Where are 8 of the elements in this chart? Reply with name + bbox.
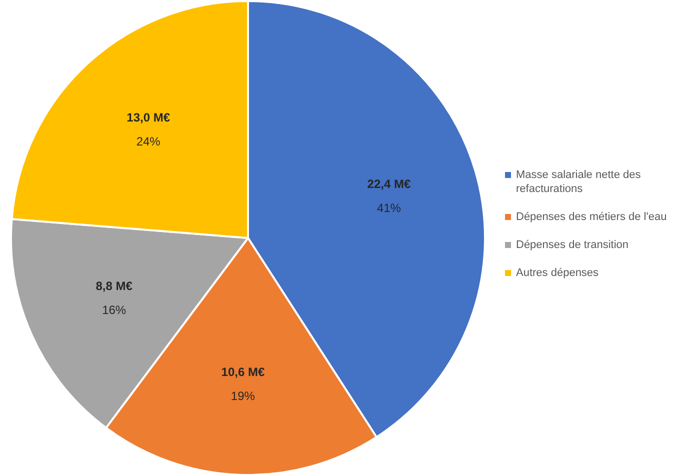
data-label: 10,6 M€ 19% (221, 365, 265, 404)
legend-label: Autres dépenses (516, 266, 599, 280)
data-label: 8,8 M€ 16% (96, 278, 133, 317)
legend-label: Masse salariale nette des refacturations (516, 168, 642, 196)
legend-label: Dépenses des métiers de l'eau (516, 210, 667, 224)
legend-label: Dépenses de transition (516, 238, 629, 252)
data-label: 13,0 M€ 24% (126, 110, 170, 148)
data-label: 22,4 M€ 41% (367, 176, 411, 215)
